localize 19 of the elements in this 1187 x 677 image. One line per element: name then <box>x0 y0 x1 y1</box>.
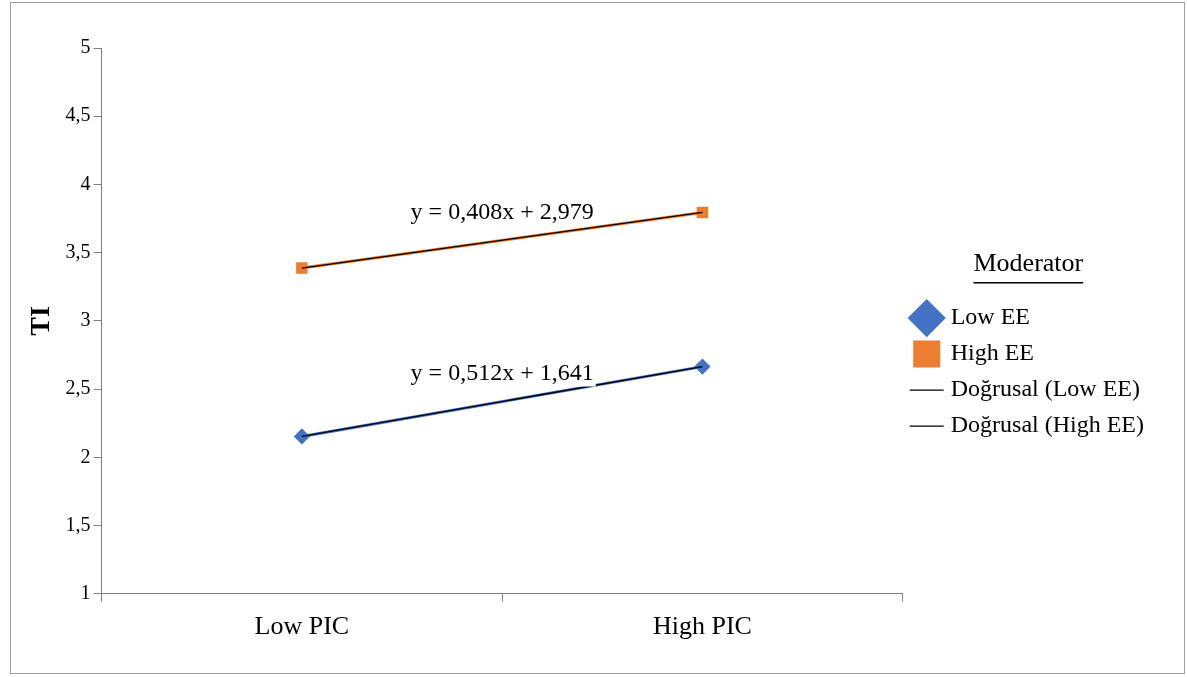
y-tick-label: 4 <box>80 171 91 194</box>
y-axis-title: TI <box>24 306 56 336</box>
legend-label: Doğrusal (High EE) <box>950 411 1145 438</box>
legend-label: Low EE <box>950 303 1031 330</box>
y-tick-label: 3 <box>80 308 91 331</box>
legend-label: Doğrusal (Low EE) <box>950 375 1140 402</box>
y-tick-label: 4,5 <box>65 103 91 126</box>
legend-title: Moderator <box>973 247 1084 277</box>
y-tick-label: 2 <box>80 444 91 467</box>
legend-label: High EE <box>950 339 1035 366</box>
y-tick-label: 3,5 <box>65 239 91 262</box>
annotation: y = 0,512x + 1,641 <box>410 358 594 385</box>
x-tick-label: High PIC <box>652 611 752 641</box>
annotation: y = 0,408x + 2,979 <box>410 197 594 224</box>
x-tick-label: Low PIC <box>254 611 350 641</box>
y-tick-label: 2,5 <box>65 376 91 399</box>
y-tick-label: 5 <box>80 35 91 58</box>
y-tick-label: 1,5 <box>65 512 91 535</box>
y-tick-label: 1 <box>80 581 91 604</box>
